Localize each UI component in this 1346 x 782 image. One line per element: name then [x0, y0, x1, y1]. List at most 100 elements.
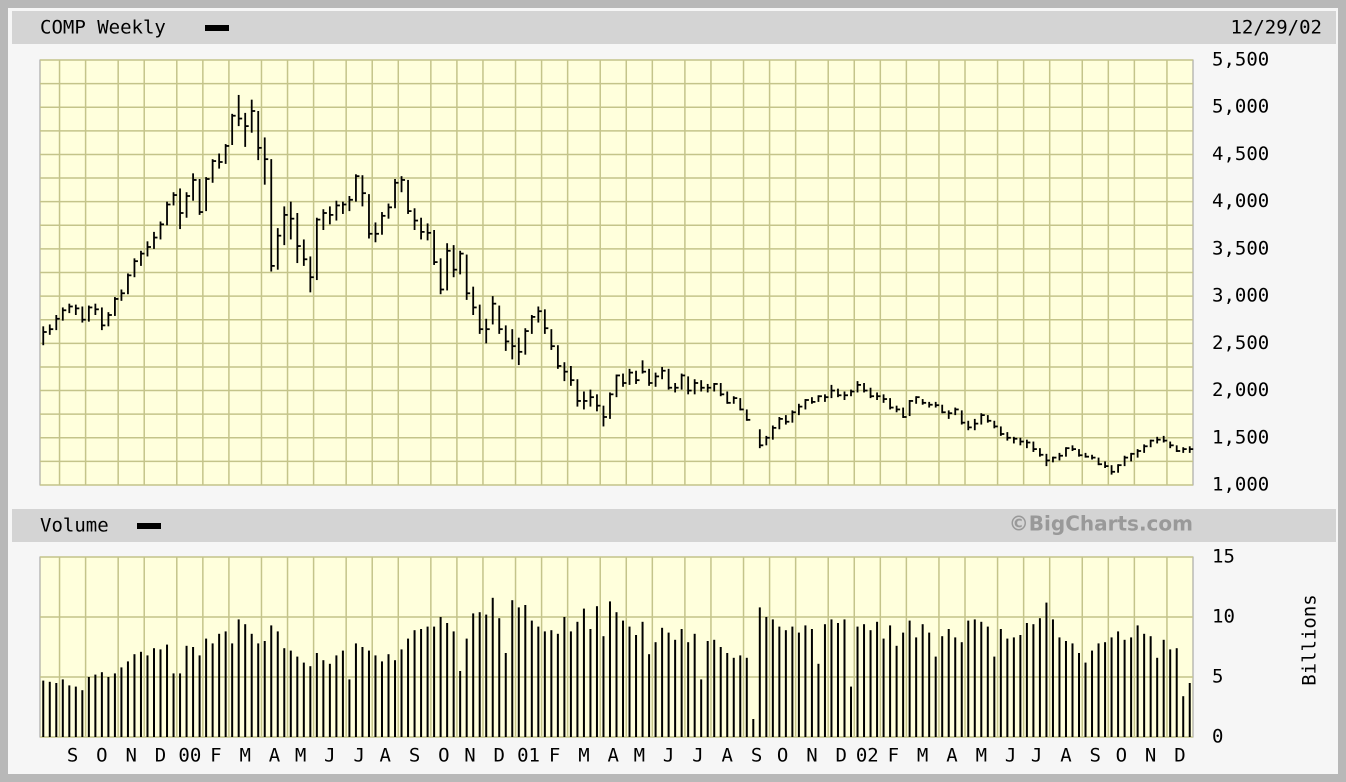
volume-bar [348, 679, 351, 737]
volume-bar [87, 677, 90, 737]
volume-bar [224, 631, 227, 737]
volume-bar [433, 626, 436, 737]
volume-bar [850, 686, 853, 737]
volume-bar [895, 645, 898, 737]
volume-bar [661, 627, 664, 737]
x-tick-label: N [464, 745, 475, 767]
annotation: ©BigCharts.com [1009, 512, 1193, 536]
volume-bar [889, 625, 892, 737]
volume-bar [387, 654, 390, 737]
volume-bar [446, 623, 449, 737]
volume-bar [81, 690, 84, 737]
x-tick-label: M [295, 745, 306, 767]
volume-bar [42, 680, 45, 737]
volume-bar [569, 631, 572, 737]
volume-bar [283, 648, 286, 737]
volume-bar [198, 655, 201, 737]
volume-bar [426, 626, 429, 737]
volume-bar [296, 656, 299, 737]
y-tick-label: 5,000 [1212, 96, 1269, 118]
x-tick-label: A [269, 745, 281, 767]
volume-bar [367, 650, 370, 737]
volume-bar [1058, 637, 1061, 737]
volume-bar [394, 660, 397, 737]
volume-bar [166, 644, 169, 737]
x-tick-label: F [549, 745, 560, 767]
volume-bar [537, 626, 540, 737]
volume-bar [107, 677, 110, 737]
volume-bar [257, 643, 260, 737]
volume-bar [1019, 635, 1022, 737]
volume-bar [595, 606, 598, 737]
volume-bar [876, 621, 879, 737]
volume-bar [152, 648, 155, 737]
volume-bar [511, 600, 514, 737]
volume-bar [172, 673, 175, 737]
volume-bar [960, 642, 963, 737]
x-tick-label: M [239, 745, 250, 767]
volume-bar [1175, 648, 1178, 737]
x-tick-label: M [578, 745, 589, 767]
volume-bar [113, 673, 116, 737]
volume-bar [498, 618, 501, 737]
volume-bar [517, 607, 520, 737]
volume-bar [921, 624, 924, 737]
volume-bar [1110, 637, 1113, 737]
price-title: COMP Weekly [40, 17, 166, 39]
volume-bar [1045, 602, 1048, 737]
x-tick-label: M [917, 745, 928, 767]
y-tick-label: 4,500 [1212, 143, 1269, 165]
x-tick-label: J [1031, 745, 1042, 767]
volume-bar [413, 630, 416, 737]
volume-bar [784, 630, 787, 737]
y-tick-label: 1,500 [1212, 426, 1269, 448]
volume-bar [869, 630, 872, 737]
volume-bar [726, 653, 729, 737]
volume-bar [1162, 639, 1165, 737]
volume-bar [530, 620, 533, 737]
volume-bar [263, 641, 266, 737]
volume-bar [908, 620, 911, 737]
volume-bar [1117, 631, 1120, 737]
volume-bar [758, 607, 761, 737]
x-tick-label: M [976, 745, 987, 767]
x-tick-label: N [1145, 745, 1156, 767]
volume-bar [882, 638, 885, 737]
volume-bar [74, 686, 77, 737]
volume-bar [452, 631, 455, 737]
date: 12/29/02 [1230, 17, 1322, 39]
volume-bar [185, 645, 188, 737]
volume-bar [602, 636, 605, 737]
x-tick-label: A [946, 745, 958, 767]
volume-bar [667, 632, 670, 737]
volume-bar [1136, 625, 1139, 737]
volume-bar [1084, 662, 1087, 737]
y-tick-label: 10 [1212, 606, 1235, 628]
x-tick-label: O [1116, 745, 1127, 767]
x-tick-label: 00 [178, 745, 201, 767]
volume-bar [941, 636, 944, 737]
volume-bar [237, 619, 240, 737]
volume-bar [1188, 683, 1191, 737]
x-tick-label: J [692, 745, 703, 767]
volume-bar [1097, 643, 1100, 737]
volume-bar [374, 655, 377, 737]
volume-bar [315, 653, 318, 737]
volume-bar [823, 624, 826, 737]
volume-bar [1078, 653, 1081, 737]
x-tick-label: D [836, 745, 847, 767]
volume-bar [1123, 639, 1126, 737]
volume-bar [550, 630, 553, 737]
volume-bar [1104, 642, 1107, 737]
volume-bar [635, 635, 638, 737]
volume-bar [967, 620, 970, 737]
volume-bar [504, 653, 507, 737]
volume-bar [1130, 637, 1133, 737]
volume-bar [361, 647, 364, 737]
volume-bar [771, 619, 774, 737]
volume-bar [420, 629, 423, 737]
x-tick-label: S [751, 745, 762, 767]
x-tick-label: M [634, 745, 645, 767]
volume-bar [100, 672, 103, 737]
x-tick-label: S [1090, 745, 1101, 767]
